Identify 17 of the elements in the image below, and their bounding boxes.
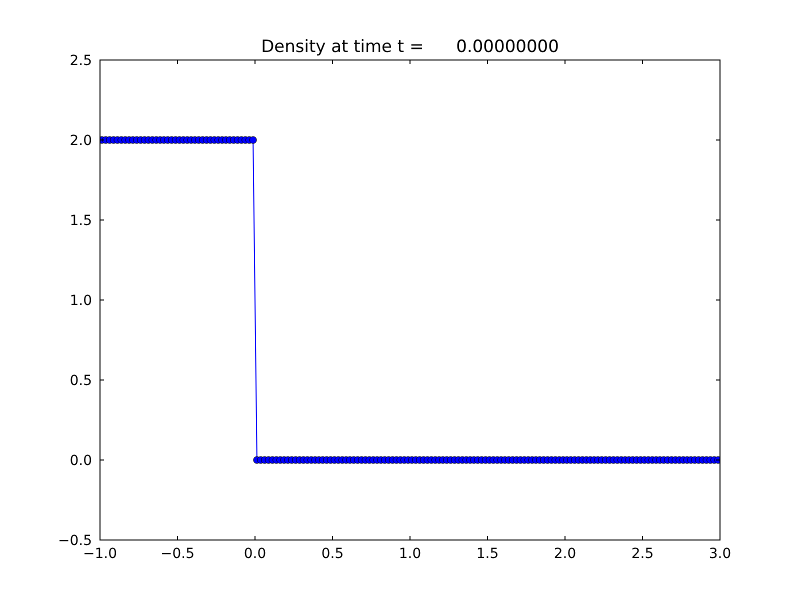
y-tick-label: 1.5 [70, 213, 92, 229]
y-tick-label: 1.0 [70, 293, 92, 309]
x-tick-label: 0.5 [321, 546, 344, 562]
y-tick-label: 2.0 [70, 133, 92, 149]
x-tick-label: 3.0 [708, 546, 732, 562]
y-tick-label: 0.5 [70, 373, 92, 389]
x-tick-label: 2.5 [631, 546, 654, 562]
x-tick-label: 1.0 [398, 546, 422, 562]
x-tick-label: 1.5 [476, 546, 499, 562]
y-tick-label: 2.5 [70, 53, 92, 69]
x-tick-label: 0.0 [244, 546, 266, 562]
y-tick-label: 0.0 [70, 453, 92, 469]
x-tick-label: 2.0 [554, 546, 576, 562]
x-tick-label: −1.0 [83, 546, 117, 562]
chart-title: Density at time t = 0.00000000 [261, 37, 559, 57]
y-tick-label: −0.5 [58, 533, 92, 549]
x-tick-label: −0.5 [160, 546, 194, 562]
